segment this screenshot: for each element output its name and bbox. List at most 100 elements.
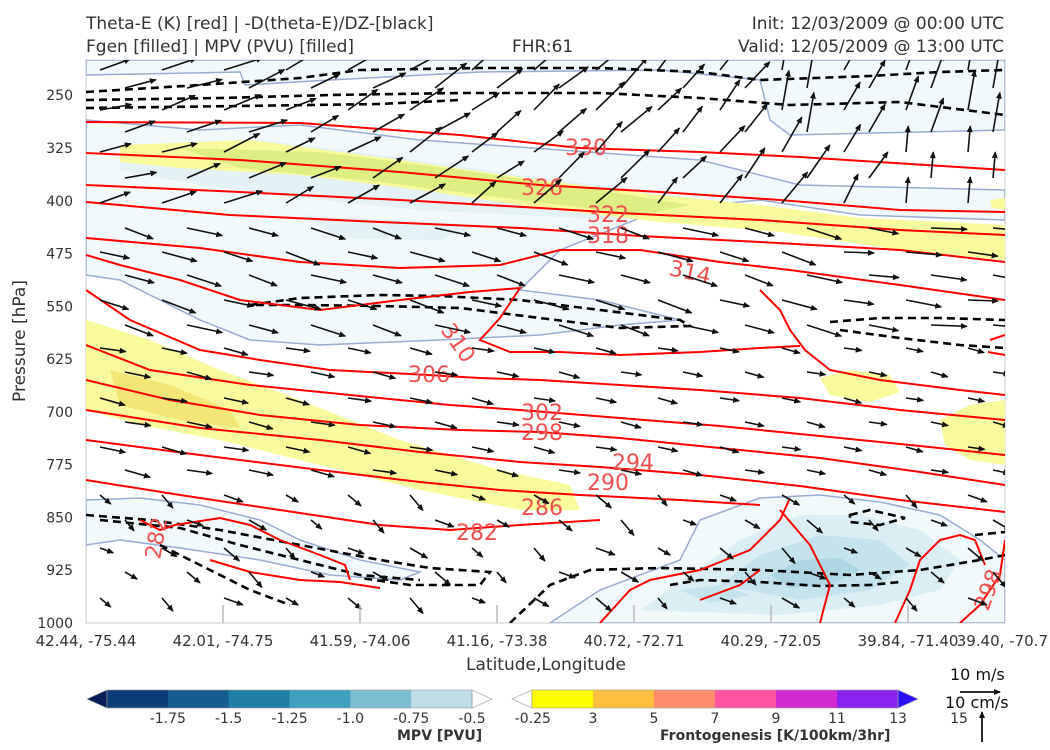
colorbar-tick-label: 9: [772, 711, 781, 727]
wind-vector: [868, 103, 886, 133]
wind-vector: [248, 324, 279, 335]
wind-vector: [372, 519, 385, 534]
wind-vector: [595, 547, 616, 556]
wind-vector: [186, 162, 221, 179]
wind-vector: [657, 346, 679, 353]
wind-vector: [930, 371, 949, 379]
wind-vector: [905, 494, 918, 509]
wind-vector: [347, 547, 365, 555]
wind-vector: [905, 299, 943, 309]
wind-vector: [124, 120, 157, 133]
wind-vector: [620, 324, 650, 337]
wind-vector: [434, 324, 472, 335]
wind-vector: [409, 60, 431, 71]
wind-vector: [161, 446, 188, 456]
wind-vector: [992, 469, 1005, 476]
colorbar-extend-low: [86, 689, 108, 709]
wind-vector: [99, 102, 133, 111]
wind-vector: [806, 144, 831, 179]
wind-vector: [620, 421, 642, 429]
wind-vector: [843, 547, 859, 554]
wind-vector: [558, 324, 595, 338]
wind-vector: [843, 494, 856, 505]
wind-vector: [124, 78, 157, 89]
wind-vector: [99, 251, 131, 260]
wind-vector: [657, 127, 681, 153]
wind-vector: [347, 251, 379, 260]
frontogenesis-colorbar-ticks: 3 5 7 9 11 13 15: [589, 711, 968, 727]
wind-vector: [372, 113, 406, 133]
wind-vector: [161, 60, 198, 71]
wind-vector: [719, 547, 734, 560]
wind-vector: [409, 597, 424, 615]
wind-vector: [992, 227, 1005, 230]
wind-vector: [434, 274, 471, 288]
wind-vector: [496, 421, 520, 428]
wind-vector: [409, 183, 447, 204]
wind-vector: [682, 371, 704, 378]
wind-vector: [496, 274, 526, 287]
y-tick-label: 1000: [37, 616, 73, 632]
wind-vector: [558, 469, 582, 476]
wind-vector: [930, 60, 945, 89]
wind-vector: [248, 68, 286, 89]
valid-time-label: Valid: 12/05/2009 @ 13:00 UTC: [738, 37, 1004, 57]
wind-vector: [186, 324, 224, 335]
wind-vector: [347, 184, 381, 204]
wind-vector: [248, 274, 278, 287]
contour-label-330: 330: [565, 136, 607, 161]
wind-vector: [682, 274, 719, 288]
wind-vector: [99, 191, 132, 204]
wind-vector: [471, 180, 497, 204]
wind-vector: [657, 299, 693, 314]
wind-vector: [124, 571, 138, 580]
wind-vector: [719, 446, 740, 454]
wind-vector: [929, 151, 936, 179]
wind-vector: [620, 371, 643, 378]
y-tick-label: 475: [46, 247, 73, 263]
wind-vector: [967, 69, 977, 111]
wind-vector: [496, 324, 527, 335]
wind-vector: [657, 251, 694, 263]
wind-vector: [285, 547, 296, 560]
x-tick-label: 42.44, -75.44: [36, 632, 137, 650]
wind-vector: [186, 571, 201, 584]
wind-vector: [285, 60, 305, 71]
chart-title-line2: Fgen [filled] | MPV (PVU) [filled]: [86, 37, 355, 57]
wind-vector: [496, 68, 524, 89]
wind-vector: [868, 519, 879, 532]
wind-vector: [124, 371, 152, 380]
wind-vector: [781, 299, 818, 311]
forecast-hour-label: FHR:61: [512, 37, 574, 57]
wind-vector: [868, 571, 882, 580]
wind-vector: [471, 547, 484, 558]
wind-vector: [124, 421, 152, 428]
wind-vector: [285, 299, 322, 311]
wind-vector: [372, 371, 397, 380]
colorbar-segment: [289, 690, 351, 708]
wind-vector: [310, 421, 336, 428]
wind-vector: [719, 251, 750, 263]
colorbar-tick-label: -0.25: [515, 711, 551, 727]
wind-vector: [868, 60, 886, 89]
wind-vector: [657, 397, 679, 405]
wind-vector: [285, 97, 317, 111]
wind-vector: [682, 155, 708, 179]
wind-vector: [99, 299, 130, 311]
wind-vector: [744, 421, 765, 428]
wind-vector: [682, 571, 695, 582]
contour-label-290: 290: [587, 471, 629, 496]
wind-vector: [905, 251, 943, 258]
wind-vector: [744, 324, 775, 335]
wind-vector: [595, 446, 618, 453]
colorbar-tick-label: -0.5: [458, 711, 485, 727]
wind-vector: [186, 421, 213, 429]
wind-vector: [223, 251, 254, 263]
wind-vector: [967, 597, 988, 606]
wind-vector: [161, 299, 197, 314]
wind-vector: [682, 105, 703, 133]
wind-vector: [223, 597, 244, 606]
wind-vector: [967, 494, 988, 503]
chart-title-line1: Theta-E (K) [red] | -D(theta-E)/DZ-[blac…: [86, 14, 434, 34]
wind-vector: [967, 60, 971, 71]
